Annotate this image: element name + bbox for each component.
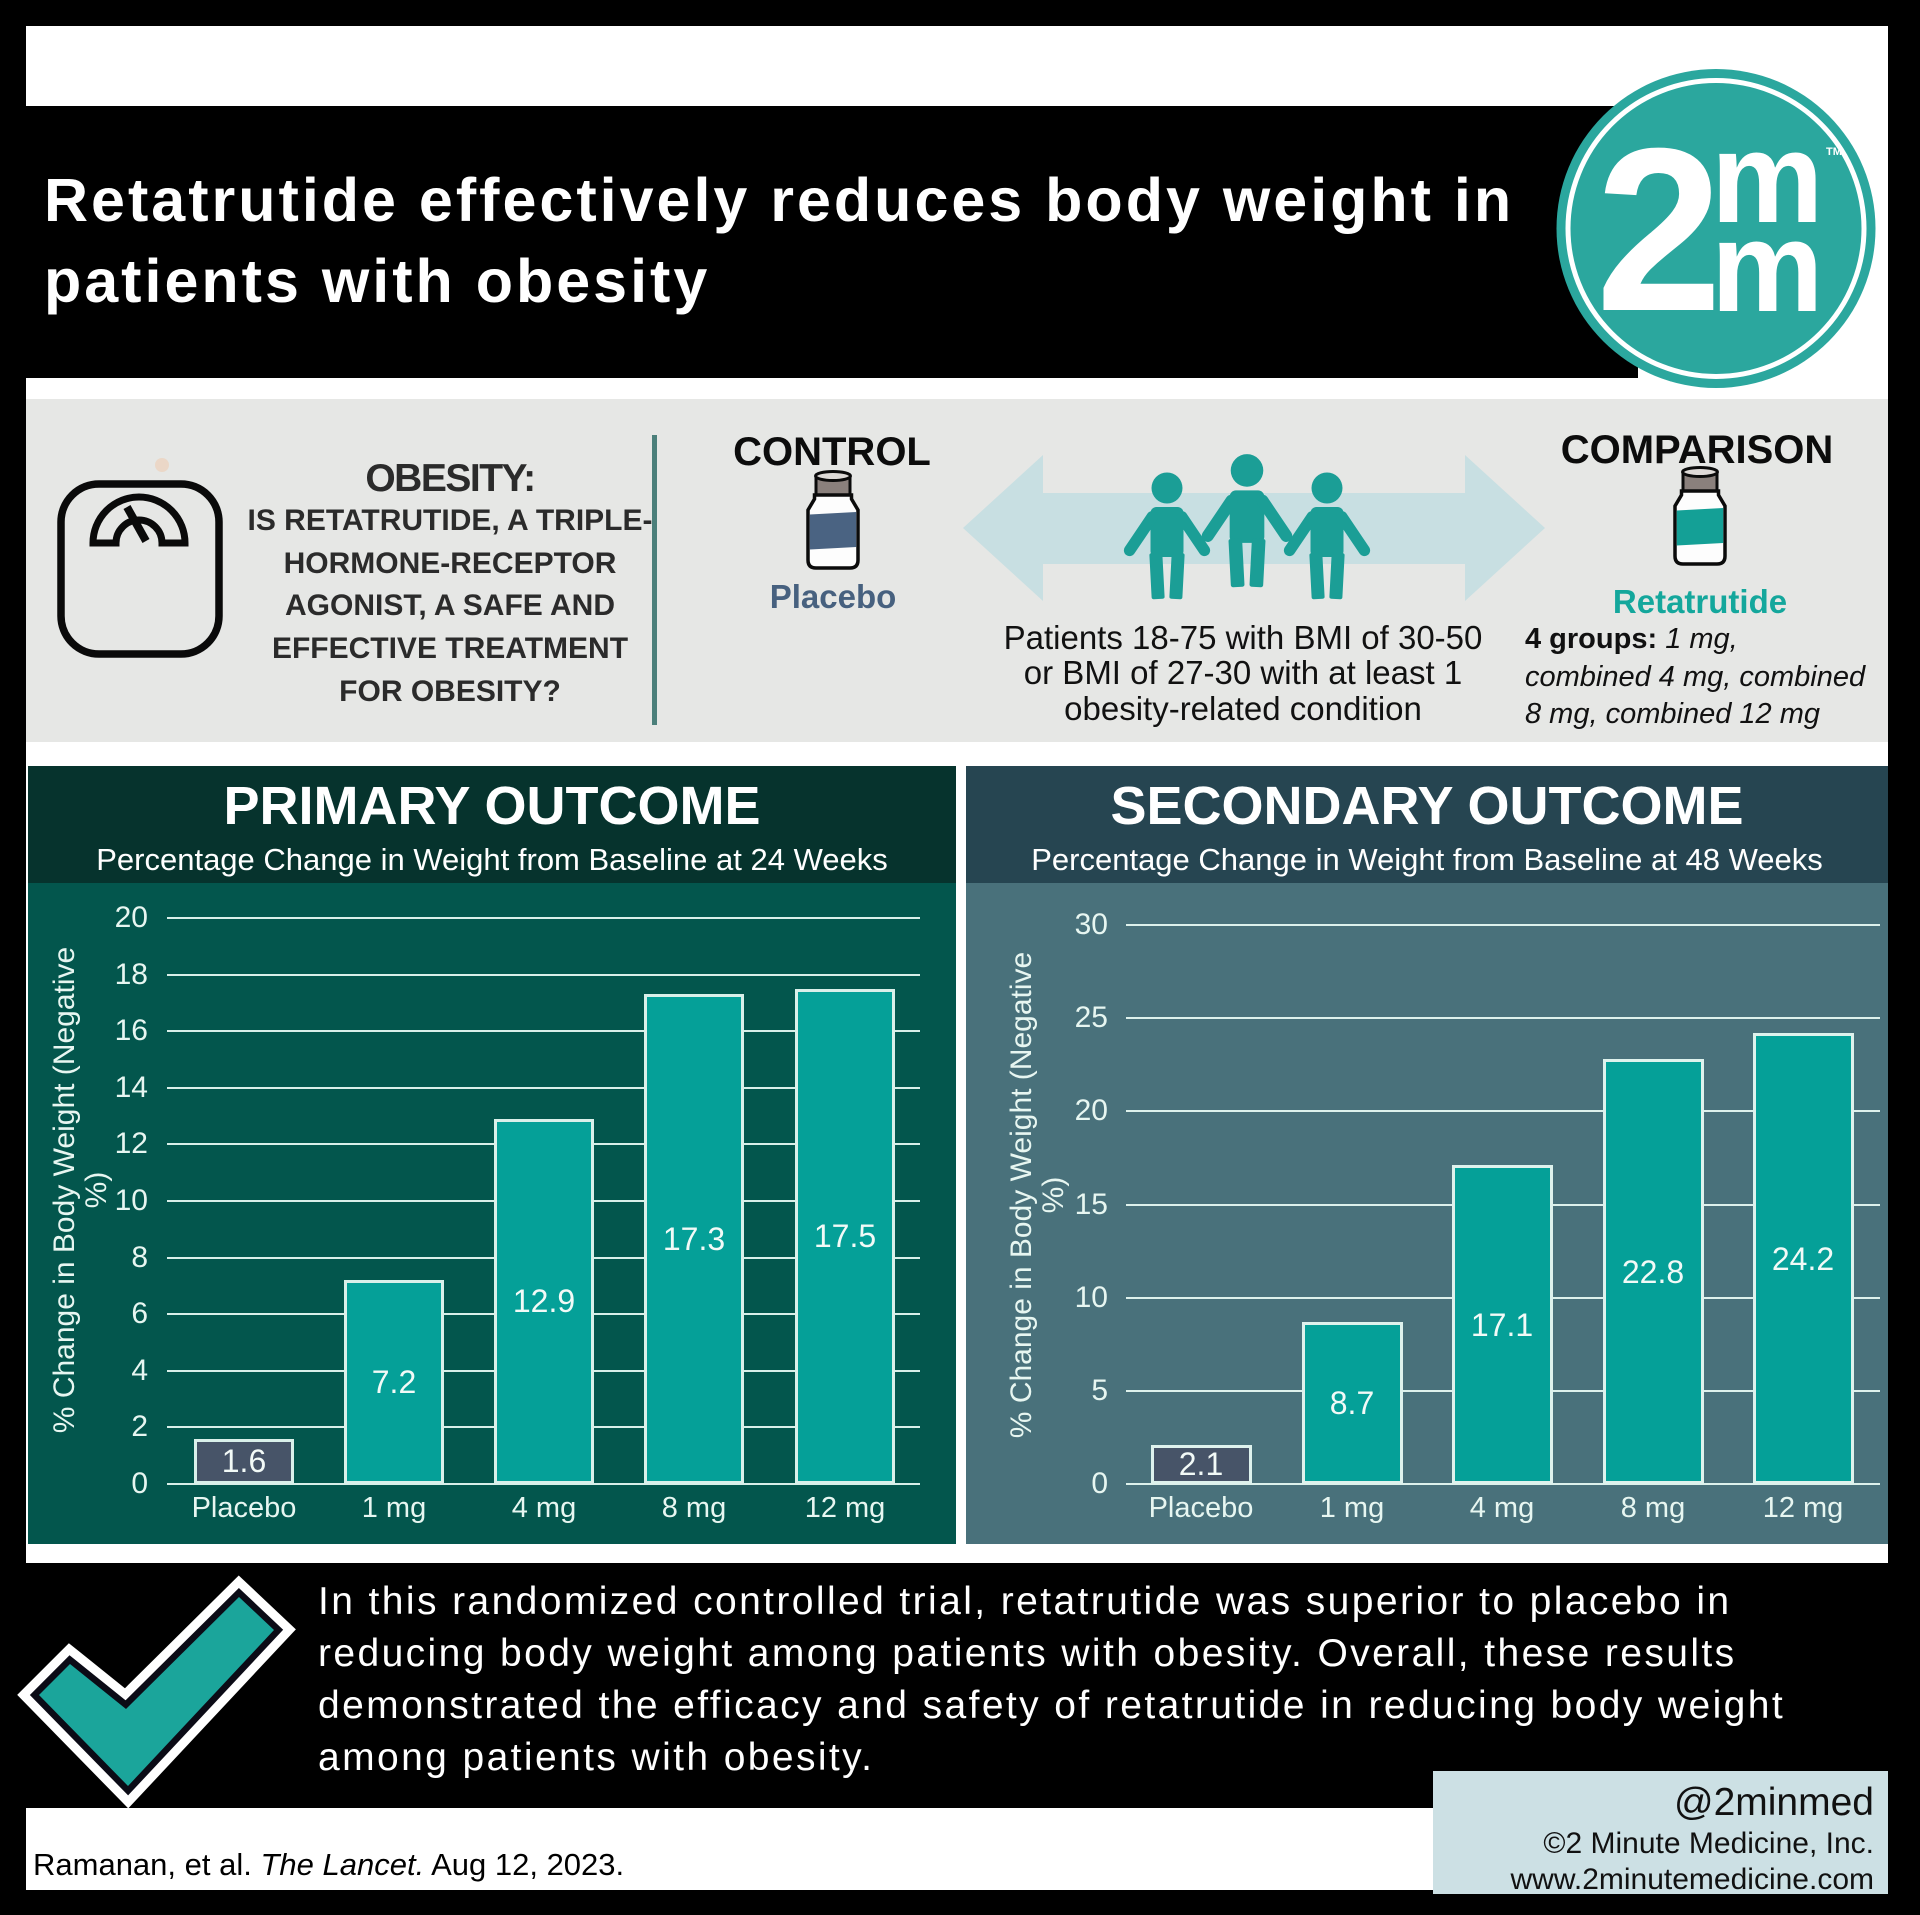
svg-text:m: m (1711, 195, 1823, 339)
svg-text:m: m (1711, 106, 1823, 250)
svg-text:TM: TM (1826, 146, 1842, 158)
svg-text:2: 2 (1596, 100, 1723, 360)
